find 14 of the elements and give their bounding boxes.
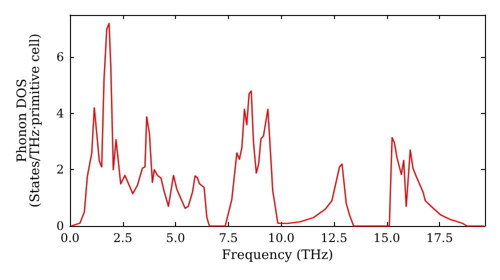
x-tick-label: 12.5	[320, 231, 348, 245]
x-tick-label: 10.0	[268, 231, 295, 245]
x-tick-label: 17.5	[426, 231, 453, 245]
x-tick-label: 2.5	[113, 231, 132, 245]
x-tick-label: 7.5	[218, 231, 238, 245]
y-tick-label: 2	[56, 162, 64, 177]
y-tick-label: 6	[56, 50, 64, 64]
y-tick-label: 0	[56, 219, 64, 233]
x-tick-label: 15.0	[373, 231, 400, 245]
y-tick-label: 4	[56, 106, 64, 120]
x-tick-label: 5.0	[166, 231, 186, 245]
y-axis-title: Phonon DOS (States/THz·primitive cell)	[15, 33, 43, 208]
x-axis-title: Frequency (THz)	[222, 248, 334, 263]
x-tick-label: 0.0	[60, 231, 80, 245]
